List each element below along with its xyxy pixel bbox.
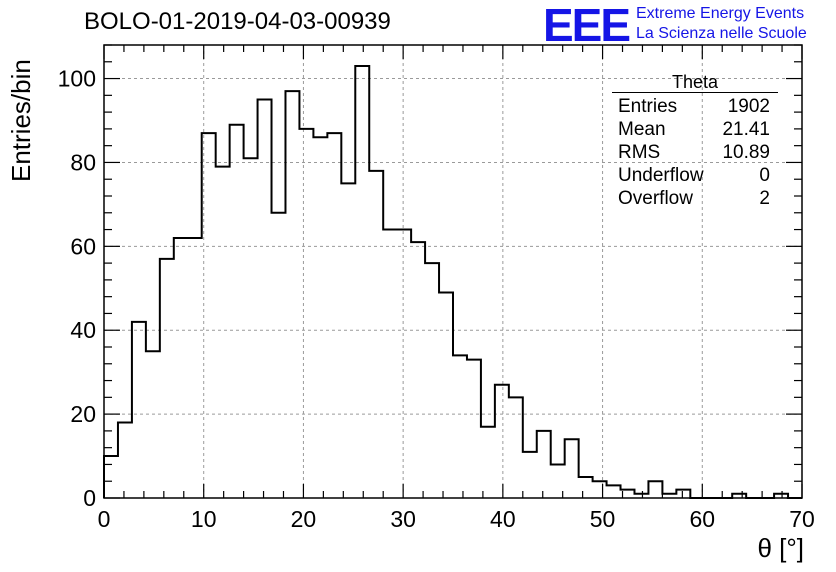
histogram-bin: [425, 263, 439, 498]
histogram-bin: [341, 183, 355, 498]
histogram-bin: [299, 129, 313, 498]
stats-label: Overflow: [618, 188, 693, 209]
stats-row: Mean 21.41: [612, 118, 778, 141]
x-tick-label: 30: [390, 506, 416, 532]
histogram-bin: [369, 171, 383, 498]
stats-row: Underflow 0: [612, 164, 778, 187]
histogram-bin: [397, 230, 411, 498]
x-tick-label: 20: [291, 506, 317, 532]
stats-value: 2: [759, 188, 770, 209]
stats-row: RMS 10.89: [612, 141, 778, 164]
histogram-bin: [244, 158, 258, 498]
histogram-bin: [258, 100, 272, 498]
x-tick-label: 0: [98, 506, 111, 532]
x-tick-label: 70: [789, 506, 815, 532]
x-tick-label: 60: [689, 506, 715, 532]
y-tick-label: 100: [58, 66, 96, 92]
histogram-bin: [481, 427, 495, 498]
histogram-bin: [676, 490, 690, 498]
logo-line-1: Extreme Energy Events: [636, 5, 805, 22]
histogram-bin: [593, 481, 607, 498]
stats-title: Theta: [612, 72, 778, 93]
histogram-bin: [327, 133, 341, 498]
histogram-bin: [495, 385, 509, 498]
histogram-bin: [607, 485, 621, 498]
histogram-bin: [146, 351, 160, 498]
y-axis-label: Entries/bin: [6, 59, 36, 182]
histogram-bin: [188, 238, 202, 498]
histogram-bin: [579, 477, 593, 498]
y-tick-label: 40: [70, 317, 96, 343]
y-tick-label: 80: [70, 149, 96, 175]
histogram-bin: [537, 431, 551, 498]
histogram-bin: [509, 397, 523, 498]
stats-label: Entries: [618, 96, 678, 117]
histogram-bin: [383, 230, 397, 498]
x-tick-label: 50: [590, 506, 616, 532]
histogram-bin: [174, 238, 188, 498]
histogram-bin: [453, 355, 467, 498]
y-tick-label: 20: [70, 401, 96, 427]
logo-line-2: La Scienza nelle Scuole: [636, 25, 807, 42]
histogram-bin: [355, 66, 369, 498]
histogram-bin: [132, 322, 146, 498]
histogram-outline: [103, 64, 802, 499]
stats-label: Mean: [618, 119, 666, 140]
histogram-bin: [523, 452, 537, 498]
histogram-bin: [313, 137, 327, 498]
stats-value: 1902: [727, 96, 770, 117]
histogram-bin: [216, 167, 230, 498]
histogram-bin: [565, 439, 579, 498]
stats-label: RMS: [618, 142, 661, 163]
eee-logo: EEE: [543, 0, 631, 51]
histogram-bin: [648, 481, 662, 498]
histogram-bin: [285, 91, 299, 498]
x-axis-label: θ [°]: [757, 533, 804, 563]
stats-label: Underflow: [618, 165, 704, 186]
plot-frame: [103, 44, 803, 499]
histogram-bin: [439, 292, 453, 498]
stats-box: Theta Entries 1902 Mean 21.41 RMS 10.89 …: [612, 72, 778, 210]
stats-row: Overflow 2: [612, 187, 778, 210]
histogram-bin: [467, 360, 481, 498]
histogram-bin: [411, 242, 425, 498]
x-tick-label: 40: [490, 506, 516, 532]
y-tick-label: 60: [70, 233, 96, 259]
histogram-bin: [160, 259, 174, 498]
chart-title: BOLO-01-2019-04-03-00939: [84, 8, 391, 35]
stats-value: 0: [759, 165, 770, 186]
histogram-bin: [230, 125, 244, 498]
histogram-bin: [118, 423, 132, 499]
y-tick-label: 0: [83, 485, 96, 511]
stats-value: 21.41: [722, 119, 770, 140]
stats-value: 10.89: [722, 142, 770, 163]
x-tick-label: 10: [191, 506, 217, 532]
histogram-bin: [272, 213, 286, 498]
histogram-bin: [104, 456, 118, 498]
logo-caption: Extreme Energy Events La Scienza nelle S…: [636, 4, 807, 44]
stats-row: Entries 1902: [612, 95, 778, 118]
